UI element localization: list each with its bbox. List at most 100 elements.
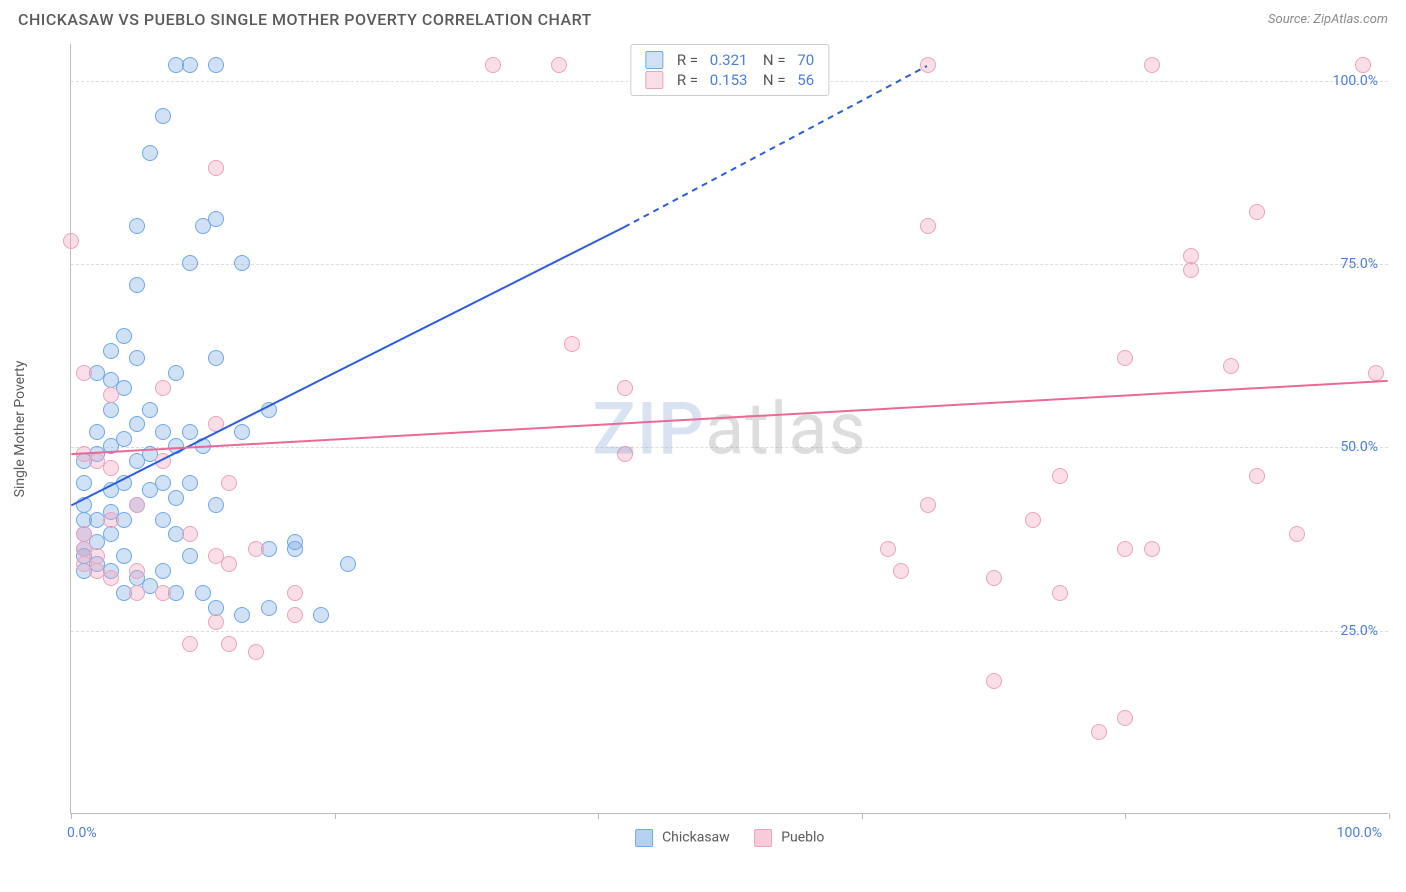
legend-n-label: N =	[755, 71, 789, 89]
scatter-point-pueblo	[287, 607, 303, 623]
scatter-point-chickasaw	[261, 402, 277, 418]
scatter-point-pueblo	[89, 548, 105, 564]
scatter-point-pueblo	[129, 563, 145, 579]
series-legend: Chickasaw Pueblo	[635, 829, 825, 847]
legend-item-chickasaw: Chickasaw	[635, 829, 730, 847]
legend-n-value: 70	[797, 51, 814, 69]
scatter-point-pueblo	[920, 57, 936, 73]
scatter-point-pueblo	[1052, 468, 1068, 484]
scatter-point-pueblo	[63, 233, 79, 249]
scatter-point-chickasaw	[261, 600, 277, 616]
scatter-point-chickasaw	[234, 255, 250, 271]
scatter-point-pueblo	[1355, 57, 1371, 73]
legend-row-chickasaw: R = 0.321 N = 70	[645, 51, 814, 69]
y-tick-label: 75.0%	[1340, 256, 1378, 272]
watermark: ZIPatlas	[592, 386, 866, 471]
scatter-point-pueblo	[221, 636, 237, 652]
x-tick	[335, 813, 336, 819]
scatter-point-chickasaw	[142, 402, 158, 418]
scatter-point-pueblo	[76, 365, 92, 381]
scatter-point-chickasaw	[103, 526, 119, 542]
x-axis-max-label: 100.0%	[1337, 825, 1382, 841]
scatter-point-pueblo	[76, 526, 92, 542]
scatter-point-chickasaw	[129, 350, 145, 366]
scatter-point-chickasaw	[129, 277, 145, 293]
scatter-point-chickasaw	[155, 424, 171, 440]
scatter-point-pueblo	[248, 644, 264, 660]
watermark-atlas: atlas	[705, 386, 867, 471]
scatter-point-pueblo	[208, 614, 224, 630]
scatter-point-pueblo	[1117, 541, 1133, 557]
scatter-point-pueblo	[182, 636, 198, 652]
scatter-point-chickasaw	[208, 57, 224, 73]
scatter-point-pueblo	[221, 475, 237, 491]
correlation-legend: R = 0.321 N = 70 R = 0.153 N = 56	[630, 44, 829, 96]
x-tick	[598, 813, 599, 819]
scatter-point-chickasaw	[195, 585, 211, 601]
chart-container: Single Mother Poverty ZIPatlas R = 0.321…	[48, 44, 1388, 814]
scatter-point-pueblo	[221, 556, 237, 572]
scatter-point-chickasaw	[155, 475, 171, 491]
scatter-point-pueblo	[208, 160, 224, 176]
chart-header: CHICKASAW VS PUEBLO SINGLE MOTHER POVERT…	[0, 0, 1406, 33]
legend-swatch-pueblo	[754, 829, 772, 847]
scatter-point-chickasaw	[182, 548, 198, 564]
scatter-point-pueblo	[103, 460, 119, 476]
scatter-point-chickasaw	[142, 145, 158, 161]
scatter-point-pueblo	[880, 541, 896, 557]
scatter-point-pueblo	[564, 336, 580, 352]
legend-r-value: 0.321	[710, 51, 748, 69]
scatter-point-pueblo	[617, 446, 633, 462]
x-tick	[862, 813, 863, 819]
scatter-point-chickasaw	[313, 607, 329, 623]
scatter-point-pueblo	[103, 387, 119, 403]
plot-area: ZIPatlas R = 0.321 N = 70 R = 0.153 N = …	[70, 44, 1388, 814]
scatter-point-pueblo	[1091, 724, 1107, 740]
scatter-point-chickasaw	[182, 255, 198, 271]
scatter-point-chickasaw	[155, 512, 171, 528]
scatter-point-chickasaw	[116, 475, 132, 491]
scatter-point-pueblo	[129, 497, 145, 513]
scatter-point-pueblo	[1223, 358, 1239, 374]
scatter-point-pueblo	[1249, 468, 1265, 484]
scatter-point-pueblo	[1249, 204, 1265, 220]
scatter-point-chickasaw	[129, 218, 145, 234]
y-tick-label: 25.0%	[1340, 623, 1378, 639]
scatter-point-pueblo	[551, 57, 567, 73]
scatter-point-chickasaw	[287, 534, 303, 550]
scatter-point-pueblo	[1052, 585, 1068, 601]
scatter-point-pueblo	[155, 453, 171, 469]
scatter-point-pueblo	[1368, 365, 1384, 381]
scatter-point-chickasaw	[182, 475, 198, 491]
legend-swatch-pueblo	[645, 71, 663, 89]
scatter-point-pueblo	[103, 570, 119, 586]
scatter-point-pueblo	[986, 570, 1002, 586]
scatter-point-chickasaw	[234, 424, 250, 440]
scatter-point-chickasaw	[168, 365, 184, 381]
x-axis-min-label: 0.0%	[67, 825, 97, 841]
scatter-point-pueblo	[1025, 512, 1041, 528]
scatter-point-chickasaw	[195, 438, 211, 454]
scatter-point-chickasaw	[116, 328, 132, 344]
scatter-point-pueblo	[617, 380, 633, 396]
scatter-point-pueblo	[920, 497, 936, 513]
gridline	[71, 631, 1388, 632]
scatter-point-chickasaw	[89, 424, 105, 440]
scatter-point-pueblo	[208, 416, 224, 432]
scatter-point-chickasaw	[155, 108, 171, 124]
y-axis-label: Single Mother Poverty	[12, 361, 28, 498]
legend-swatch-chickasaw	[645, 51, 663, 69]
scatter-point-chickasaw	[234, 607, 250, 623]
scatter-point-chickasaw	[168, 490, 184, 506]
scatter-point-pueblo	[1117, 710, 1133, 726]
scatter-point-chickasaw	[208, 350, 224, 366]
y-tick-label: 50.0%	[1340, 439, 1378, 455]
scatter-point-pueblo	[485, 57, 501, 73]
scatter-point-chickasaw	[182, 57, 198, 73]
scatter-point-chickasaw	[208, 211, 224, 227]
scatter-point-chickasaw	[182, 424, 198, 440]
scatter-point-pueblo	[1144, 57, 1160, 73]
scatter-point-chickasaw	[340, 556, 356, 572]
scatter-point-pueblo	[1183, 262, 1199, 278]
legend-item-pueblo: Pueblo	[754, 829, 825, 847]
